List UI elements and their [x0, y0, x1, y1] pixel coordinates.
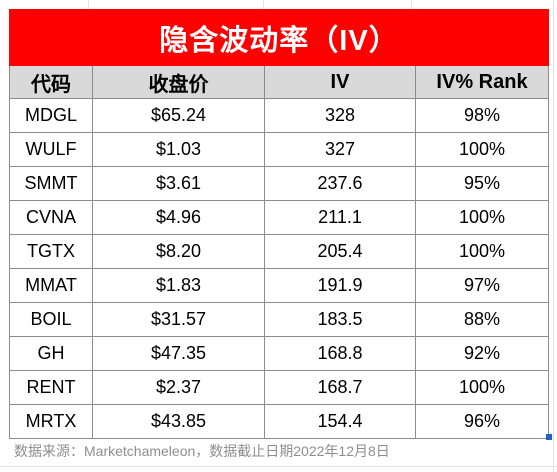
- iv-rank-cell[interactable]: 98%: [416, 99, 549, 133]
- sheet-gridline: [263, 0, 264, 9]
- header-ticker[interactable]: 代码: [9, 66, 93, 99]
- iv-rank-cell[interactable]: 100%: [416, 371, 549, 405]
- iv-rank-cell[interactable]: 97%: [416, 269, 549, 303]
- close-price-cell[interactable]: $1.83: [93, 269, 265, 303]
- iv-rank-cell[interactable]: 100%: [416, 235, 549, 269]
- table-row: MMAT $1.83 191.9 97%: [9, 269, 549, 303]
- table-row: SMMT $3.61 237.6 95%: [9, 167, 549, 201]
- sheet-gridline: [553, 0, 554, 472]
- sheet-gridline: [0, 466, 557, 467]
- table-row: BOIL $31.57 183.5 88%: [9, 303, 549, 337]
- header-row: 代码 收盘价 IV IV% Rank: [9, 66, 549, 99]
- table-row: MDGL $65.24 328 98%: [9, 99, 549, 133]
- table-row: TGTX $8.20 205.4 100%: [9, 235, 549, 269]
- table-row: CVNA $4.96 211.1 100%: [9, 201, 549, 235]
- ticker-cell[interactable]: MMAT: [9, 269, 93, 303]
- selection-fill-handle[interactable]: [546, 434, 552, 440]
- table-row: RENT $2.37 168.7 100%: [9, 371, 549, 405]
- close-price-cell[interactable]: $1.03: [93, 133, 265, 167]
- source-note[interactable]: 数据来源：Marketchameleon，数据截止日期2022年12月8日: [14, 443, 390, 459]
- iv-rank-cell[interactable]: 100%: [416, 201, 549, 235]
- iv-rank-cell[interactable]: 95%: [416, 167, 549, 201]
- ticker-cell[interactable]: RENT: [9, 371, 93, 405]
- close-price-cell[interactable]: $3.61: [93, 167, 265, 201]
- header-iv[interactable]: IV: [265, 66, 416, 99]
- table-title[interactable]: 隐含波动率（IV）: [9, 9, 549, 66]
- iv-cell[interactable]: 154.4: [265, 405, 416, 439]
- iv-table: 隐含波动率（IV） 代码 收盘价 IV IV% Rank MDGL $65.24…: [9, 9, 549, 439]
- ticker-cell[interactable]: MDGL: [9, 99, 93, 133]
- iv-cell[interactable]: 168.8: [265, 337, 416, 371]
- iv-cell[interactable]: 211.1: [265, 201, 416, 235]
- ticker-cell[interactable]: CVNA: [9, 201, 93, 235]
- iv-cell[interactable]: 327: [265, 133, 416, 167]
- iv-cell[interactable]: 328: [265, 99, 416, 133]
- close-price-cell[interactable]: $31.57: [93, 303, 265, 337]
- sheet-gridline: [411, 0, 412, 9]
- iv-rank-cell[interactable]: 100%: [416, 133, 549, 167]
- iv-cell[interactable]: 191.9: [265, 269, 416, 303]
- ticker-cell[interactable]: BOIL: [9, 303, 93, 337]
- ticker-cell[interactable]: SMMT: [9, 167, 93, 201]
- iv-rank-cell[interactable]: 88%: [416, 303, 549, 337]
- header-iv-rank[interactable]: IV% Rank: [416, 66, 549, 99]
- iv-cell[interactable]: 168.7: [265, 371, 416, 405]
- close-price-cell[interactable]: $8.20: [93, 235, 265, 269]
- table-row: GH $47.35 168.8 92%: [9, 337, 549, 371]
- iv-cell[interactable]: 237.6: [265, 167, 416, 201]
- close-price-cell[interactable]: $65.24: [93, 99, 265, 133]
- iv-rank-cell[interactable]: 96%: [416, 405, 549, 439]
- sheet-gridline: [88, 0, 89, 9]
- close-price-cell[interactable]: $2.37: [93, 371, 265, 405]
- iv-cell[interactable]: 183.5: [265, 303, 416, 337]
- ticker-cell[interactable]: MRTX: [9, 405, 93, 439]
- close-price-cell[interactable]: $47.35: [93, 337, 265, 371]
- iv-rank-cell[interactable]: 92%: [416, 337, 549, 371]
- close-price-cell[interactable]: $4.96: [93, 201, 265, 235]
- close-price-cell[interactable]: $43.85: [93, 405, 265, 439]
- ticker-cell[interactable]: WULF: [9, 133, 93, 167]
- ticker-cell[interactable]: TGTX: [9, 235, 93, 269]
- ticker-cell[interactable]: GH: [9, 337, 93, 371]
- iv-cell[interactable]: 205.4: [265, 235, 416, 269]
- table-row: WULF $1.03 327 100%: [9, 133, 549, 167]
- table-row: MRTX $43.85 154.4 96%: [9, 405, 549, 439]
- header-close-price[interactable]: 收盘价: [93, 66, 265, 99]
